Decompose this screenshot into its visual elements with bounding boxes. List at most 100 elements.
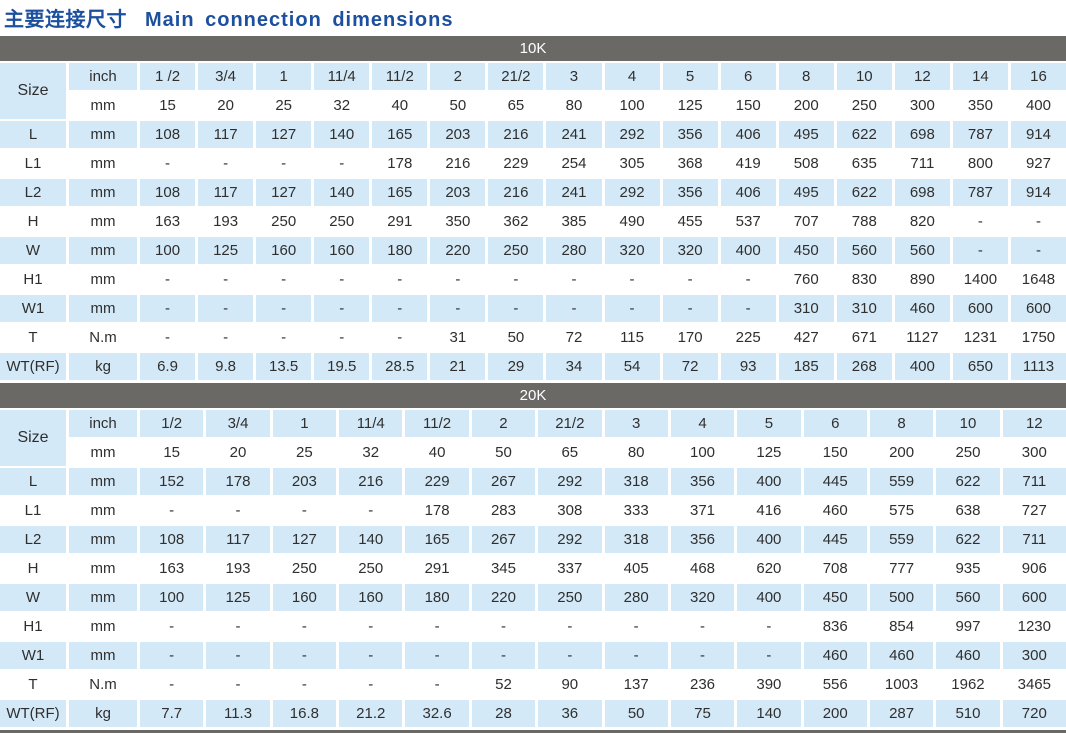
size-inch-value: 11/2 bbox=[372, 63, 428, 90]
table-cell: 575 bbox=[869, 497, 934, 524]
table-cell: 600 bbox=[1010, 295, 1066, 322]
size-mm-value: 20 bbox=[198, 92, 254, 119]
table-cell: - bbox=[140, 613, 204, 640]
table-cell: 560 bbox=[936, 584, 1000, 611]
table-cell: - bbox=[272, 497, 337, 524]
table-cell: 495 bbox=[778, 179, 834, 206]
table-cell: 32.6 bbox=[405, 700, 469, 727]
table-cell: - bbox=[140, 150, 196, 177]
size-inch-value: 21/2 bbox=[488, 63, 544, 90]
row-label-w: W bbox=[0, 237, 66, 264]
row-unit: mm bbox=[69, 584, 137, 611]
table-cell: 308 bbox=[538, 497, 602, 524]
table-cell: 125 bbox=[206, 584, 270, 611]
table-cell: 510 bbox=[936, 700, 1000, 727]
row-unit: mm bbox=[69, 613, 137, 640]
table-cell: 300 bbox=[1002, 642, 1066, 669]
table-cell: - bbox=[140, 497, 204, 524]
size-mm-value: 40 bbox=[372, 92, 428, 119]
size-mm-value: 250 bbox=[836, 92, 892, 119]
table-cell: - bbox=[737, 642, 801, 669]
table-cell: 72 bbox=[662, 353, 718, 380]
table-cell: 203 bbox=[272, 468, 337, 495]
table-cell: - bbox=[488, 266, 544, 293]
table-cell: - bbox=[256, 295, 312, 322]
row-unit: mm bbox=[69, 526, 137, 553]
table-cell: 400 bbox=[720, 237, 776, 264]
table-cell: 140 bbox=[314, 179, 370, 206]
table-cell: 127 bbox=[256, 179, 312, 206]
size-inch-value: 14 bbox=[952, 63, 1008, 90]
table-cell: 445 bbox=[803, 468, 867, 495]
table-cell: 254 bbox=[546, 150, 602, 177]
table-cell: - bbox=[604, 295, 660, 322]
table-cell: - bbox=[405, 642, 469, 669]
dimensions-table-10k: Size inch 1 /2 3/4 1 11/4 11/2 2 21/2 3 4 5 6 8 10 12 14… bbox=[0, 63, 1066, 380]
row-unit: kg bbox=[69, 700, 137, 727]
table-cell: - bbox=[372, 295, 428, 322]
size-inch-value: 3/4 bbox=[206, 410, 270, 437]
table-cell: 800 bbox=[952, 150, 1008, 177]
table-cell: 229 bbox=[488, 150, 544, 177]
table-cell: 356 bbox=[670, 526, 735, 553]
table-cell: 280 bbox=[546, 237, 602, 264]
table-cell: - bbox=[339, 642, 403, 669]
row-unit: kg bbox=[69, 353, 137, 380]
size-inch-value: 8 bbox=[778, 63, 834, 90]
size-mm-value: 50 bbox=[430, 92, 486, 119]
table-cell: 788 bbox=[836, 208, 892, 235]
size-mm-value: 125 bbox=[662, 92, 718, 119]
table-cell: 914 bbox=[1010, 179, 1066, 206]
table-cell: 216 bbox=[430, 150, 486, 177]
table-cell: 29 bbox=[488, 353, 544, 380]
table-cell: - bbox=[140, 295, 196, 322]
row-label-w: W bbox=[0, 584, 66, 611]
table-cell: - bbox=[140, 324, 196, 351]
row-unit: mm bbox=[69, 179, 137, 206]
table-cell: - bbox=[662, 266, 718, 293]
size-mm-value: 32 bbox=[314, 92, 370, 119]
table-cell: 622 bbox=[936, 468, 1000, 495]
size-mm-value: 25 bbox=[256, 92, 312, 119]
size-mm-value: 125 bbox=[737, 439, 801, 466]
row-unit: mm bbox=[69, 266, 137, 293]
table-cell: 117 bbox=[198, 121, 254, 148]
table-cell: 160 bbox=[339, 584, 403, 611]
size-inch-value: 2 bbox=[430, 63, 486, 90]
table-cell: - bbox=[339, 671, 403, 698]
table-cell: 836 bbox=[803, 613, 867, 640]
table-cell: 1231 bbox=[952, 324, 1008, 351]
table-cell: 193 bbox=[198, 208, 254, 235]
table-cell: - bbox=[314, 324, 370, 351]
table-cell: 460 bbox=[869, 642, 934, 669]
table-cell: 291 bbox=[372, 208, 428, 235]
table-cell: 310 bbox=[836, 295, 892, 322]
table-cell: 220 bbox=[471, 584, 536, 611]
table-cell: 115 bbox=[604, 324, 660, 351]
row-unit: mm bbox=[69, 237, 137, 264]
table-cell: 320 bbox=[604, 237, 660, 264]
table-cell: 356 bbox=[670, 468, 735, 495]
table-cell: 292 bbox=[604, 179, 660, 206]
table-cell: 292 bbox=[538, 468, 602, 495]
table-cell: 140 bbox=[737, 700, 801, 727]
table-cell: - bbox=[339, 497, 403, 524]
table-cell: - bbox=[314, 295, 370, 322]
row-label-h1: H1 bbox=[0, 613, 66, 640]
table-cell: 160 bbox=[256, 237, 312, 264]
row-label-l: L bbox=[0, 468, 66, 495]
row-label-h: H bbox=[0, 555, 66, 582]
table-cell: 100 bbox=[140, 237, 196, 264]
size-inch-value: 11/4 bbox=[339, 410, 403, 437]
size-mm-value: 200 bbox=[869, 439, 934, 466]
table-cell: 220 bbox=[430, 237, 486, 264]
dimension-tables: 10K Size inch 1 /2 3/4 1 11/4 11/2 2 21/2 3 4 5 6 8 10 1… bbox=[0, 36, 1066, 727]
table-cell: 333 bbox=[604, 497, 668, 524]
table-cell: 427 bbox=[778, 324, 834, 351]
table-cell: - bbox=[952, 237, 1008, 264]
size-mm-value: 80 bbox=[604, 439, 668, 466]
table-cell: 93 bbox=[720, 353, 776, 380]
table-cell: 117 bbox=[206, 526, 270, 553]
table-cell: 163 bbox=[140, 555, 204, 582]
table-cell: 890 bbox=[894, 266, 950, 293]
